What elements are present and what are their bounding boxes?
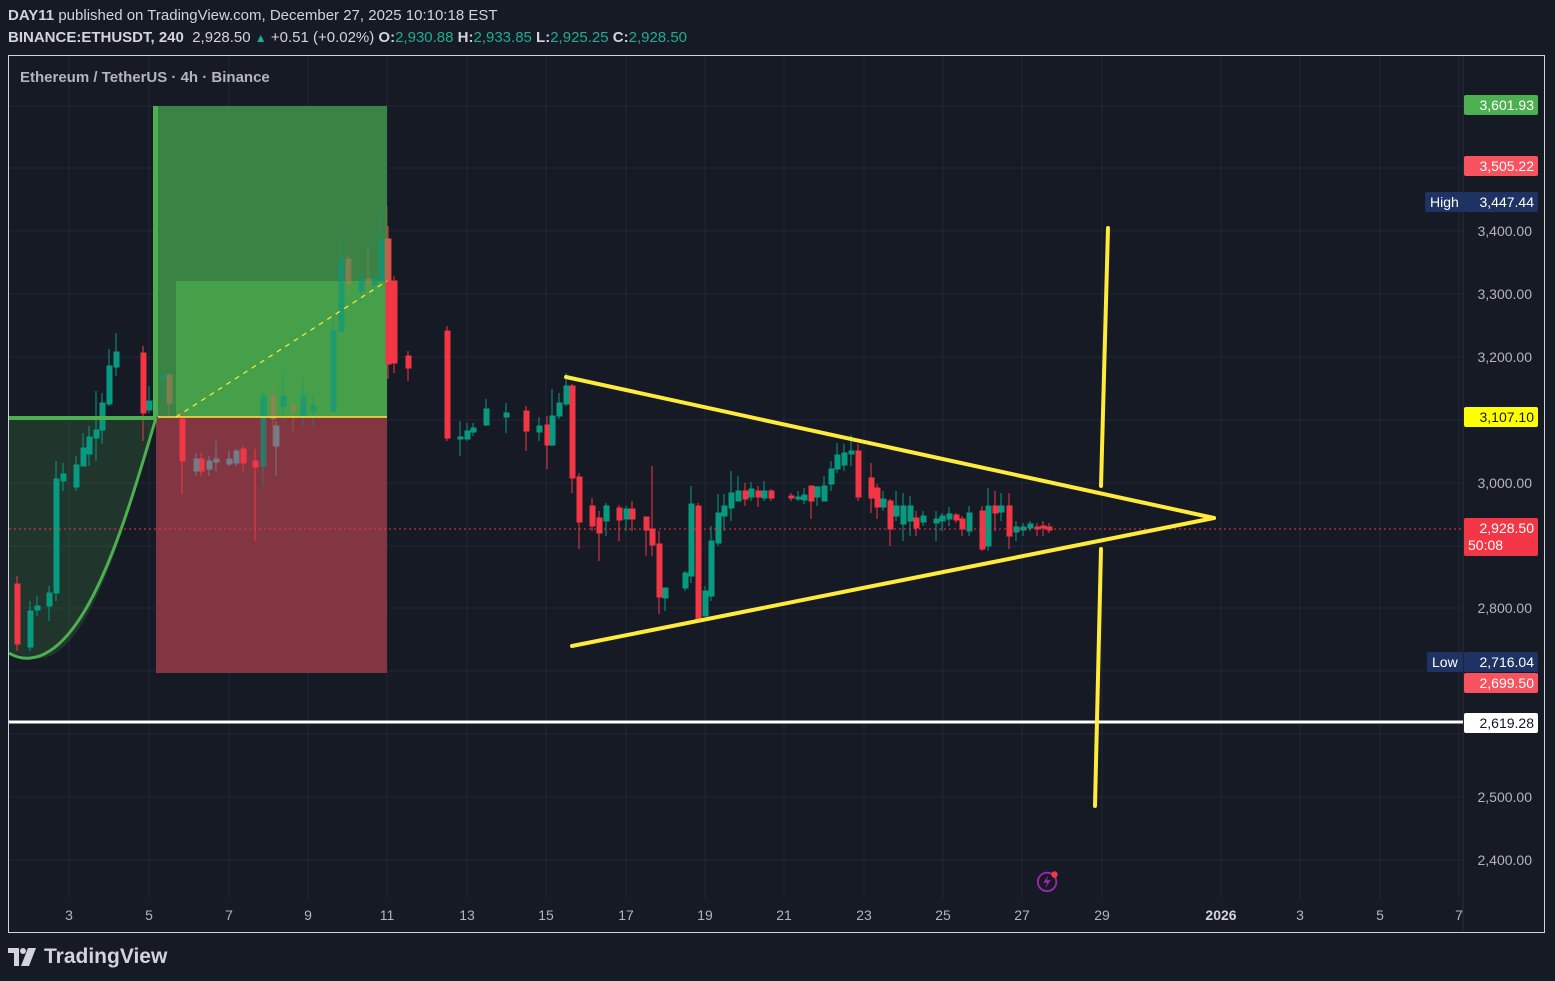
chart-canvas[interactable] <box>9 56 1545 933</box>
y-tick: 2,800.00 <box>1477 600 1533 616</box>
x-tick-year: 2026 <box>1205 907 1237 923</box>
x-tick: 11 <box>379 907 395 923</box>
publish-info: DAY11 published on TradingView.com, Dece… <box>8 7 498 24</box>
x-tick: 7 <box>1455 907 1463 923</box>
position-projection <box>175 280 388 418</box>
publish-text: published on TradingView.com, December 2… <box>58 7 498 24</box>
x-tick: 5 <box>145 907 153 923</box>
cup-curve <box>9 417 158 660</box>
close-label: C: <box>612 29 629 46</box>
entry-price-label: 3,107.10 <box>1464 407 1538 427</box>
open-label: O: <box>378 29 396 46</box>
x-tick: 17 <box>618 907 634 923</box>
symbol-name: BINANCE:ETHUSDT, 240 <box>8 29 184 46</box>
author-name[interactable]: DAY11 <box>8 7 55 24</box>
current-price-value: 2,928.50 <box>1479 520 1535 536</box>
x-tick: 23 <box>856 907 872 923</box>
symbol-ohlc-bar: BINANCE:ETHUSDT, 240 2,928.50 ▲ +0.51 (+… <box>8 29 687 46</box>
x-tick: 15 <box>538 907 554 923</box>
x-tick: 3 <box>1296 907 1304 923</box>
x-tick: 13 <box>459 907 475 923</box>
close-value: 2,928.50 <box>628 29 687 46</box>
high-value: 2,933.85 <box>473 29 532 46</box>
brand-name: TradingView <box>44 945 168 968</box>
low-label: L: <box>536 29 551 46</box>
x-tick: 5 <box>1376 907 1384 923</box>
stop-zone <box>156 417 387 673</box>
low-value: 2,925.25 <box>550 29 609 46</box>
tradingview-logo-icon <box>8 948 36 966</box>
stop-price-label: 2,699.50 <box>1464 673 1538 693</box>
price-change: +0.51 (+0.02%) <box>270 29 375 46</box>
y-tick: 3,300.00 <box>1477 286 1533 302</box>
high-label: H: <box>457 29 474 46</box>
high-tag: High <box>1425 192 1464 212</box>
candles <box>14 206 1053 651</box>
x-tick: 29 <box>1094 907 1110 923</box>
chart-legend: Ethereum / TetherUS · 4h · Binance <box>20 69 270 86</box>
y-tick: 3,000.00 <box>1477 475 1533 491</box>
support-price-label: 2,619.28 <box>1464 713 1538 733</box>
up-triangle-icon: ▲ <box>254 31 267 45</box>
y-tick: 3,400.00 <box>1477 223 1533 239</box>
open-value: 2,930.88 <box>395 29 454 46</box>
x-tick: 21 <box>776 907 792 923</box>
tradingview-logo[interactable]: TradingView <box>8 945 167 969</box>
x-tick: 7 <box>225 907 233 923</box>
x-tick: 27 <box>1014 907 1030 923</box>
current-price-label: 2,928.50 50:08 <box>1464 518 1538 556</box>
chart-frame[interactable]: Ethereum / TetherUS · 4h · Binance 3,400… <box>8 55 1545 933</box>
y-tick: 2,400.00 <box>1477 852 1533 868</box>
y-tick: 3,200.00 <box>1477 349 1533 365</box>
x-tick: 9 <box>304 907 312 923</box>
target-price-label: 3,601.93 <box>1464 95 1538 115</box>
low-tag: Low <box>1427 652 1463 672</box>
position-left-edge <box>153 106 158 417</box>
low-price-label: 2,716.04 <box>1464 652 1538 672</box>
high-price-label: 3,447.44 <box>1464 192 1538 212</box>
bar-countdown: 50:08 <box>1468 537 1504 553</box>
x-tick: 25 <box>935 907 951 923</box>
lightning-event-icon[interactable] <box>1036 869 1060 893</box>
cup-pattern-fill <box>9 417 156 659</box>
triangle-pattern <box>564 226 1216 808</box>
last-price: 2,928.50 <box>192 29 251 46</box>
y-tick: 2,500.00 <box>1477 789 1533 805</box>
x-tick: 3 <box>65 907 73 923</box>
x-tick: 19 <box>697 907 713 923</box>
red-level-label: 3,505.22 <box>1464 156 1538 176</box>
